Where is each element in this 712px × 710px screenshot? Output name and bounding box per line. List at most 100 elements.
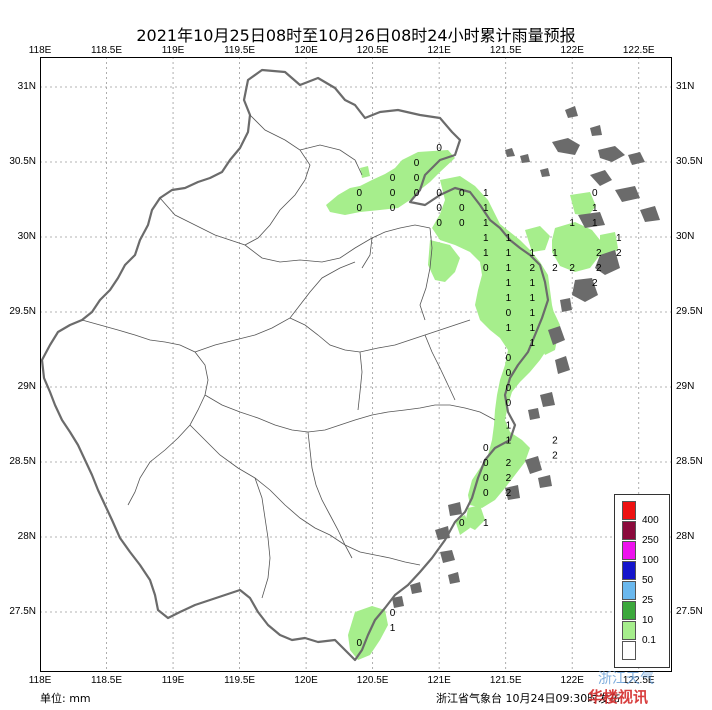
y-tick-label-right: 30.5N [676, 156, 703, 167]
forecast-value: 1 [530, 308, 536, 319]
forecast-value: 1 [569, 218, 575, 229]
forecast-value: 1 [506, 421, 512, 432]
forecast-value: 1 [390, 623, 396, 634]
forecast-value: 2 [506, 473, 512, 484]
rain-area [326, 150, 618, 660]
forecast-value: 2 [552, 263, 558, 274]
forecast-value: 1 [483, 218, 489, 229]
forecast-value: 2 [506, 488, 512, 499]
forecast-value: 1 [483, 188, 489, 199]
y-tick-label-right: 29.5N [676, 306, 703, 317]
x-tick-label-top: 119E [161, 45, 185, 56]
forecast-value: 0 [592, 188, 598, 199]
forecast-value: 2 [530, 263, 536, 274]
forecast-value: 0 [483, 488, 489, 499]
x-tick-label-bottom: 121E [427, 675, 451, 686]
x-tick-label-bottom: 119.5E [224, 675, 256, 686]
forecast-value: 0 [390, 173, 396, 184]
forecast-value: 0 [436, 188, 442, 199]
forecast-value: 0 [414, 158, 420, 169]
forecast-value: 1 [506, 263, 512, 274]
prefecture-borders [81, 114, 496, 599]
x-tick-label-bottom: 118.5E [91, 675, 122, 686]
issuer-label: 浙江省气象台 10月24日09:30时发布 [436, 692, 621, 705]
forecast-value: 0 [506, 398, 512, 409]
forecast-value: 1 [592, 203, 598, 214]
forecast-value: 2 [616, 248, 622, 259]
forecast-value: 1 [530, 278, 536, 289]
forecast-value: 0 [483, 473, 489, 484]
legend: 400 250 100 50 25 10 0.1 [614, 494, 670, 668]
forecast-value: 0 [483, 443, 489, 454]
x-tick-label-bottom: 118E [28, 675, 52, 686]
legend-swatch [622, 581, 636, 600]
legend-label: 10 [642, 615, 654, 626]
forecast-value: 1 [483, 518, 489, 529]
legend-label: 25 [642, 595, 654, 606]
forecast-value: 1 [530, 293, 536, 304]
forecast-value: 0 [506, 383, 512, 394]
x-tick-label-top: 118E [28, 45, 52, 56]
y-tick-label-left: 31N [17, 81, 36, 92]
x-tick-label-bottom: 122E [560, 675, 584, 686]
forecast-value: 0 [414, 173, 420, 184]
legend-label: 50 [642, 575, 654, 586]
forecast-value: 2 [592, 278, 598, 289]
y-tick-label-left: 29N [17, 381, 36, 392]
map-title: 2021年10月25日08时至10月26日08时24小时累计雨量预报 [136, 26, 576, 45]
y-tick-label-right: 31N [676, 81, 695, 92]
y-tick-label-left: 30.5N [9, 156, 36, 167]
forecast-value: 1 [552, 248, 558, 259]
forecast-value: 0 [459, 203, 465, 214]
forecast-value: 0 [483, 263, 489, 274]
forecast-value: 0 [459, 218, 465, 229]
y-tick-label-left: 27.5N [9, 606, 36, 617]
forecast-value: 1 [506, 233, 512, 244]
forecast-value: 1 [530, 323, 536, 334]
forecast-value: 0 [459, 518, 465, 529]
x-tick-label-top: 122E [560, 45, 584, 56]
forecast-value: 2 [596, 263, 602, 274]
y-tick-label-right: 28.5N [676, 456, 703, 467]
legend-swatch [622, 641, 636, 660]
x-tick-label-bottom: 119E [161, 675, 185, 686]
y-tick-label-right: 27.5N [676, 606, 703, 617]
forecast-value: 2 [569, 263, 575, 274]
legend-swatch [622, 521, 636, 540]
x-tick-label-top: 120E [294, 45, 318, 56]
forecast-value: 1 [592, 218, 598, 229]
forecast-value: 1 [483, 203, 489, 214]
legend-label: 0.1 [642, 635, 656, 646]
x-tick-label-bottom: 120E [294, 675, 318, 686]
forecast-value: 0 [506, 368, 512, 379]
forecast-value: 0 [390, 608, 396, 619]
legend-swatch [622, 501, 636, 520]
forecast-value: 2 [506, 458, 512, 469]
y-tick-label-left: 28N [17, 531, 36, 542]
x-tick-label-top: 121.5E [489, 45, 522, 56]
forecast-value: 0 [357, 638, 363, 649]
x-tick-label-bottom: 120.5E [356, 675, 389, 686]
y-tick-label-right: 30N [676, 231, 695, 242]
forecast-value: 0 [390, 203, 396, 214]
forecast-value: 2 [596, 248, 602, 259]
legend-label: 100 [642, 555, 659, 566]
x-tick-label-top: 118.5E [91, 45, 122, 56]
legend-swatch [622, 601, 636, 620]
forecast-value: 1 [530, 248, 536, 259]
y-tick-label-right: 29N [676, 381, 695, 392]
forecast-value: 1 [506, 248, 512, 259]
x-tick-label-top: 119.5E [224, 45, 256, 56]
x-tick-label-bottom: 122.5E [622, 675, 655, 686]
y-tick-label-left: 28.5N [9, 456, 36, 467]
forecast-value: 1 [506, 436, 512, 447]
x-tick-label-top: 121E [427, 45, 451, 56]
x-tick-label-bottom: 121.5E [489, 675, 522, 686]
forecast-value: 2 [552, 436, 558, 447]
legend-label: 400 [642, 515, 659, 526]
forecast-value: 0 [483, 458, 489, 469]
forecast-value: 0 [357, 188, 363, 199]
forecast-value: 1 [506, 278, 512, 289]
x-tick-label-top: 122.5E [622, 45, 655, 56]
forecast-value: 1 [483, 248, 489, 259]
